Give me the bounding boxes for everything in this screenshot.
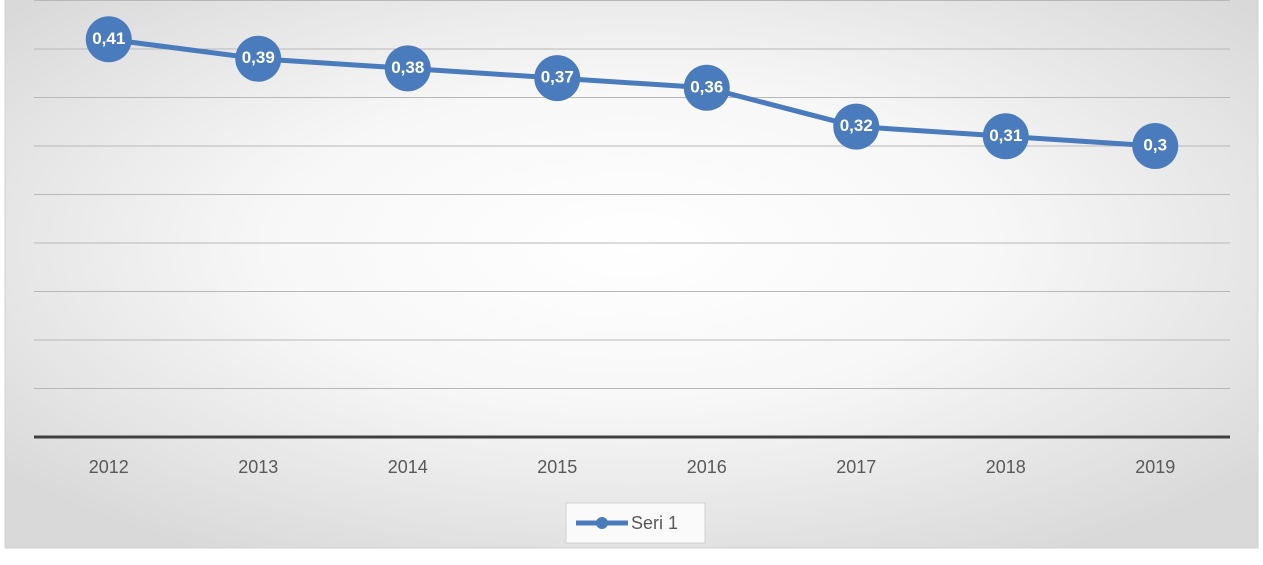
data-label: 0,41 <box>92 29 125 48</box>
data-point <box>534 55 581 102</box>
data-point <box>1132 123 1179 169</box>
data-point <box>833 103 880 150</box>
data-label: 0,32 <box>840 116 873 135</box>
data-label: 0,39 <box>242 48 275 67</box>
data-point <box>85 16 132 63</box>
x-tick-label: 2012 <box>89 457 129 477</box>
data-point <box>982 113 1029 160</box>
data-point <box>683 64 730 111</box>
x-tick-label: 2019 <box>1135 457 1175 477</box>
x-tick-label: 2014 <box>388 457 428 477</box>
data-point <box>384 45 431 92</box>
data-point <box>235 35 282 82</box>
series-line <box>108 36 1156 149</box>
data-label: 0,3 <box>1143 135 1167 154</box>
data-label: 0,38 <box>391 58 424 77</box>
x-tick-label: 2018 <box>986 457 1026 477</box>
data-label: 0,36 <box>690 77 723 96</box>
x-tick-label: 2013 <box>238 457 278 477</box>
x-tick-label: 2016 <box>687 457 727 477</box>
legend-marker <box>596 517 608 529</box>
data-label: 0,31 <box>989 126 1022 145</box>
x-tick-label: 2017 <box>836 457 876 477</box>
data-label: 0,37 <box>541 68 574 87</box>
x-tick-label: 2015 <box>537 457 577 477</box>
chart-background <box>4 0 1259 549</box>
legend-label: Seri 1 <box>631 513 678 533</box>
